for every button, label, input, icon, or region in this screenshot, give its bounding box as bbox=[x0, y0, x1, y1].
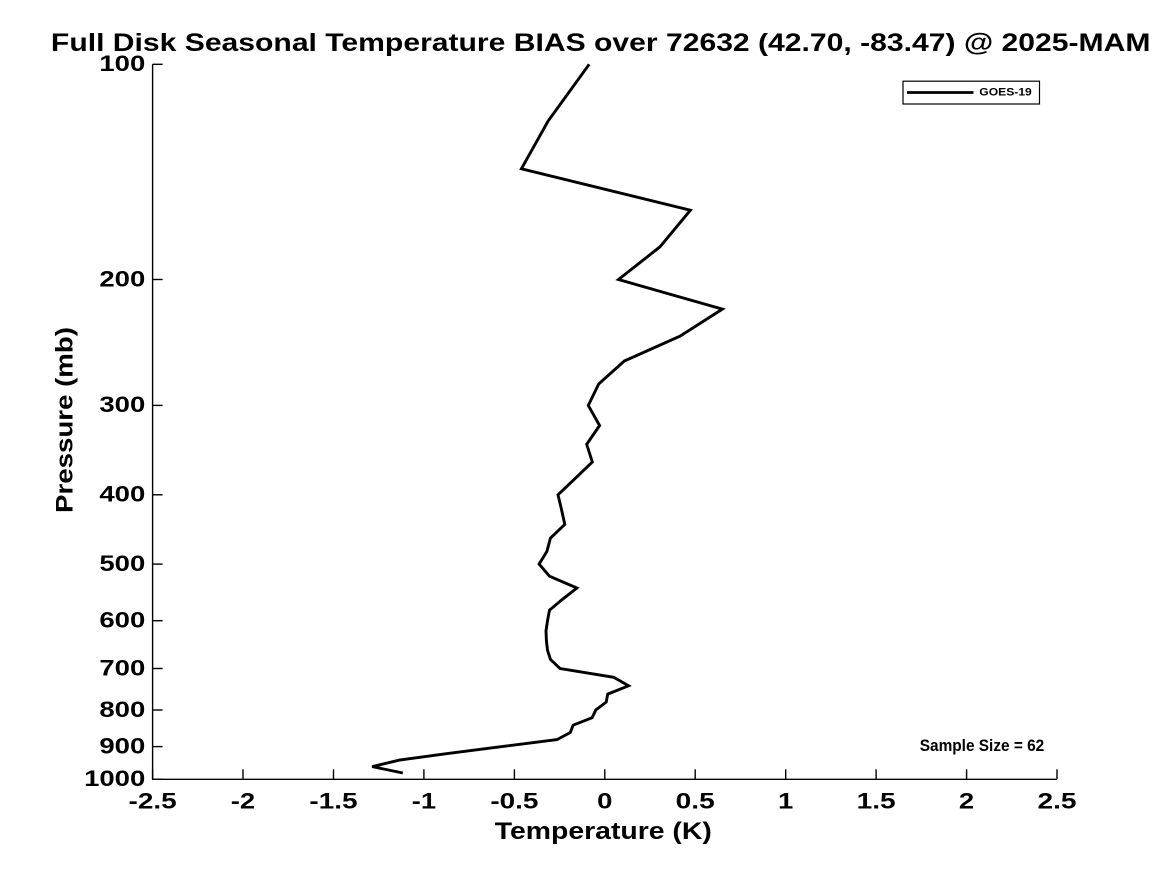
svg-text:-1.5: -1.5 bbox=[309, 788, 357, 813]
svg-text:Full Disk Seasonal Temperature: Full Disk Seasonal Temperature BIAS over… bbox=[51, 29, 1151, 57]
svg-text:400: 400 bbox=[99, 482, 145, 507]
svg-text:-0.5: -0.5 bbox=[490, 788, 538, 813]
svg-text:-1: -1 bbox=[412, 788, 436, 813]
svg-text:2.5: 2.5 bbox=[1038, 788, 1077, 813]
svg-text:1: 1 bbox=[778, 788, 793, 813]
svg-text:700: 700 bbox=[99, 655, 145, 680]
svg-text:Sample Size = 62: Sample Size = 62 bbox=[920, 737, 1045, 755]
svg-text:Pressure (mb): Pressure (mb) bbox=[52, 327, 79, 513]
svg-text:0: 0 bbox=[597, 788, 612, 813]
svg-text:900: 900 bbox=[99, 733, 145, 758]
svg-text:0.5: 0.5 bbox=[676, 788, 715, 813]
svg-text:-2: -2 bbox=[231, 788, 255, 813]
svg-text:800: 800 bbox=[99, 697, 145, 722]
svg-text:2: 2 bbox=[959, 788, 974, 813]
svg-text:300: 300 bbox=[99, 392, 145, 417]
svg-text:1.5: 1.5 bbox=[857, 788, 896, 813]
svg-text:200: 200 bbox=[99, 266, 145, 291]
svg-text:GOES-19: GOES-19 bbox=[979, 87, 1032, 99]
svg-text:-2.5: -2.5 bbox=[129, 788, 177, 813]
svg-text:1000: 1000 bbox=[84, 766, 145, 791]
svg-text:100: 100 bbox=[99, 51, 145, 76]
svg-text:600: 600 bbox=[99, 608, 145, 633]
svg-text:500: 500 bbox=[99, 551, 145, 576]
svg-text:Temperature (K): Temperature (K) bbox=[495, 818, 712, 845]
